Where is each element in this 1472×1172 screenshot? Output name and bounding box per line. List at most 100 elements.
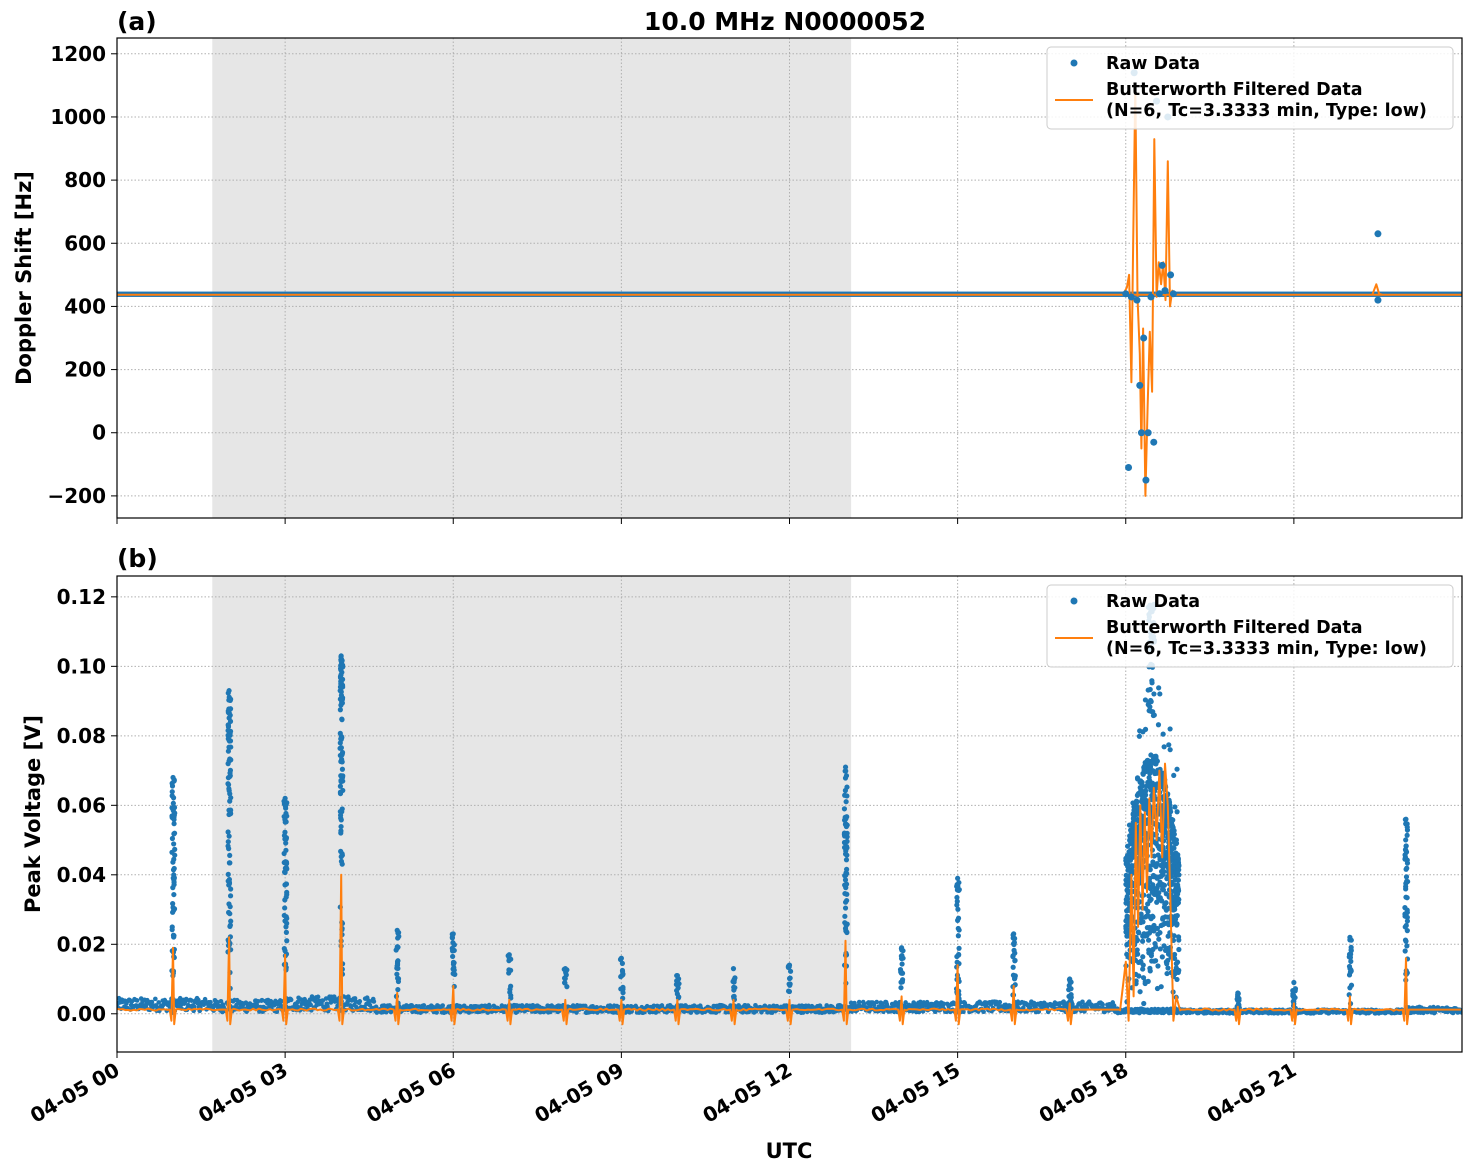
raw-data-point xyxy=(1150,438,1158,446)
raw-data-point xyxy=(1153,863,1159,869)
raw-data-point xyxy=(1157,879,1163,885)
raw-data-point xyxy=(1123,856,1129,862)
raw-data-point xyxy=(1011,976,1018,982)
raw-data-point xyxy=(282,869,288,875)
raw-data-point xyxy=(508,967,514,973)
raw-data-point xyxy=(731,977,737,983)
raw-data-point xyxy=(227,770,233,776)
raw-data-point xyxy=(1158,862,1164,869)
raw-data-point xyxy=(1137,989,1143,995)
raw-data-point xyxy=(898,985,904,991)
raw-data-point xyxy=(1348,982,1355,988)
filtered-data-line xyxy=(1371,283,1383,296)
raw-data-point xyxy=(225,775,232,781)
raw-data-point xyxy=(225,708,231,714)
raw-data-point xyxy=(903,1000,908,1005)
raw-data-point xyxy=(1155,290,1163,298)
raw-data-point xyxy=(1136,381,1144,389)
raw-data-point xyxy=(1161,904,1167,910)
raw-data-point xyxy=(339,669,345,675)
y-tick-label: 0.06 xyxy=(57,793,106,817)
raw-data-point xyxy=(288,997,294,1003)
raw-data-point xyxy=(1173,854,1179,860)
raw-data-point xyxy=(1291,979,1297,986)
raw-data-point xyxy=(1290,992,1297,998)
raw-data-point xyxy=(227,893,234,899)
raw-data-point xyxy=(1144,925,1150,931)
raw-data-point xyxy=(1172,804,1178,810)
raw-data-point xyxy=(487,1004,493,1010)
x-tick-label: 04-05 06 xyxy=(362,1058,460,1128)
legend-box xyxy=(1046,46,1454,130)
raw-data-point xyxy=(1173,961,1179,967)
raw-data-point xyxy=(169,849,175,855)
y-tick-label: 0.08 xyxy=(57,724,106,748)
raw-data-point xyxy=(955,875,961,881)
raw-data-point xyxy=(338,830,344,836)
raw-data-point xyxy=(885,1004,890,1009)
raw-data-point xyxy=(371,999,377,1004)
raw-data-point xyxy=(954,959,960,965)
raw-data-point xyxy=(1145,908,1151,915)
raw-data-point xyxy=(278,1003,284,1008)
raw-data-point xyxy=(337,812,344,818)
raw-data-point xyxy=(1158,261,1166,269)
raw-data-point xyxy=(283,840,289,846)
raw-data-point xyxy=(842,821,849,827)
raw-data-point xyxy=(1124,951,1130,957)
raw-data-point xyxy=(1161,943,1167,949)
panel-a: −200 0 200 400 600 800 1000 1200 Doppler Shift [… xyxy=(12,7,1463,524)
raw-data-point xyxy=(1155,963,1161,969)
raw-data-point xyxy=(1175,863,1181,870)
raw-data-point xyxy=(192,1004,197,1010)
plot-area xyxy=(117,601,1462,1026)
raw-data-point xyxy=(1156,936,1162,942)
raw-data-point xyxy=(1136,973,1142,979)
raw-data-point xyxy=(817,1003,823,1008)
raw-data-point xyxy=(395,935,401,941)
raw-data-point xyxy=(1141,931,1147,937)
raw-data-point xyxy=(170,867,177,873)
raw-data-point xyxy=(450,953,456,960)
raw-data-point xyxy=(1123,926,1130,932)
raw-data-point xyxy=(1150,859,1156,865)
raw-data-point xyxy=(1080,999,1085,1005)
raw-data-point xyxy=(1347,934,1353,940)
raw-data-point xyxy=(339,716,345,722)
raw-data-point xyxy=(1403,886,1409,892)
raw-data-point xyxy=(1137,429,1145,437)
raw-data-point xyxy=(295,999,301,1005)
raw-data-point xyxy=(394,962,401,968)
raw-data-point xyxy=(1100,1002,1105,1007)
raw-data-point xyxy=(1173,841,1179,847)
raw-data-point xyxy=(1160,916,1166,922)
raw-data-point xyxy=(955,925,961,932)
raw-data-point xyxy=(226,833,232,839)
raw-data-point xyxy=(338,773,344,779)
raw-data-point xyxy=(1138,787,1144,793)
raw-data-point xyxy=(1123,918,1129,924)
raw-data-point xyxy=(1140,966,1146,972)
raw-data-point xyxy=(506,952,512,958)
raw-data-point xyxy=(421,1003,427,1008)
raw-data-point xyxy=(618,955,624,961)
raw-data-point xyxy=(171,906,178,912)
raw-data-point xyxy=(282,819,288,825)
raw-data-point xyxy=(842,913,848,919)
raw-data-point xyxy=(1149,889,1155,895)
raw-data-point xyxy=(1175,886,1181,892)
raw-data-point xyxy=(997,999,1003,1005)
raw-data-point xyxy=(283,881,290,887)
raw-data-point xyxy=(1139,938,1146,944)
raw-data-point xyxy=(394,927,400,933)
raw-data-point xyxy=(339,676,346,682)
raw-data-point xyxy=(1167,747,1173,753)
raw-data-point xyxy=(284,938,290,944)
raw-data-point xyxy=(1151,691,1157,697)
raw-data-point xyxy=(1160,731,1166,737)
raw-data-point xyxy=(257,1009,262,1014)
raw-data-point xyxy=(856,999,862,1005)
raw-data-point xyxy=(169,835,176,842)
raw-data-point xyxy=(674,972,681,979)
